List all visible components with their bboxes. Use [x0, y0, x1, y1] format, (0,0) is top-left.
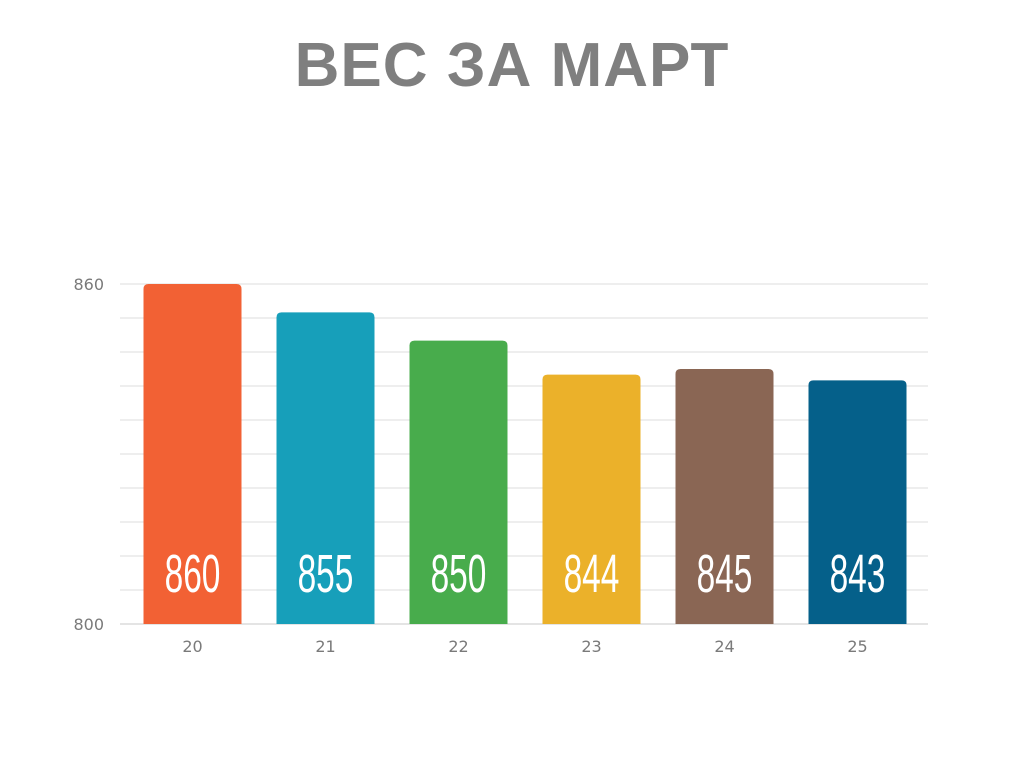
bar-21 [276, 312, 375, 624]
x-tick-label: 21 [315, 637, 335, 656]
bar-22 [409, 340, 508, 624]
x-tick-label: 23 [581, 637, 601, 656]
bars: 860 855 850 844 845 843 [143, 284, 907, 624]
bar-value-label: 855 [298, 543, 354, 604]
bar-value-label: 860 [165, 543, 221, 604]
chart-title: ВЕС ЗА МАРТ [294, 31, 730, 100]
x-tick-label: 25 [847, 637, 867, 656]
y-tick-label: 800 [73, 615, 104, 634]
bar-value-label: 845 [697, 543, 753, 604]
bar-value-label: 844 [564, 543, 620, 604]
x-tick-label: 22 [448, 637, 468, 656]
bar-value-label: 850 [431, 543, 487, 604]
axis-labels: 800 860 20 21 22 23 24 25 [73, 275, 867, 656]
y-tick-label: 860 [73, 275, 104, 294]
bar-23 [542, 374, 641, 624]
bar-25 [808, 380, 907, 624]
x-tick-label: 24 [714, 637, 734, 656]
x-tick-label: 20 [182, 637, 202, 656]
gridlines [120, 283, 928, 625]
bar-24 [675, 369, 774, 624]
bar-value-label: 843 [830, 543, 886, 604]
bar-20 [143, 284, 242, 624]
